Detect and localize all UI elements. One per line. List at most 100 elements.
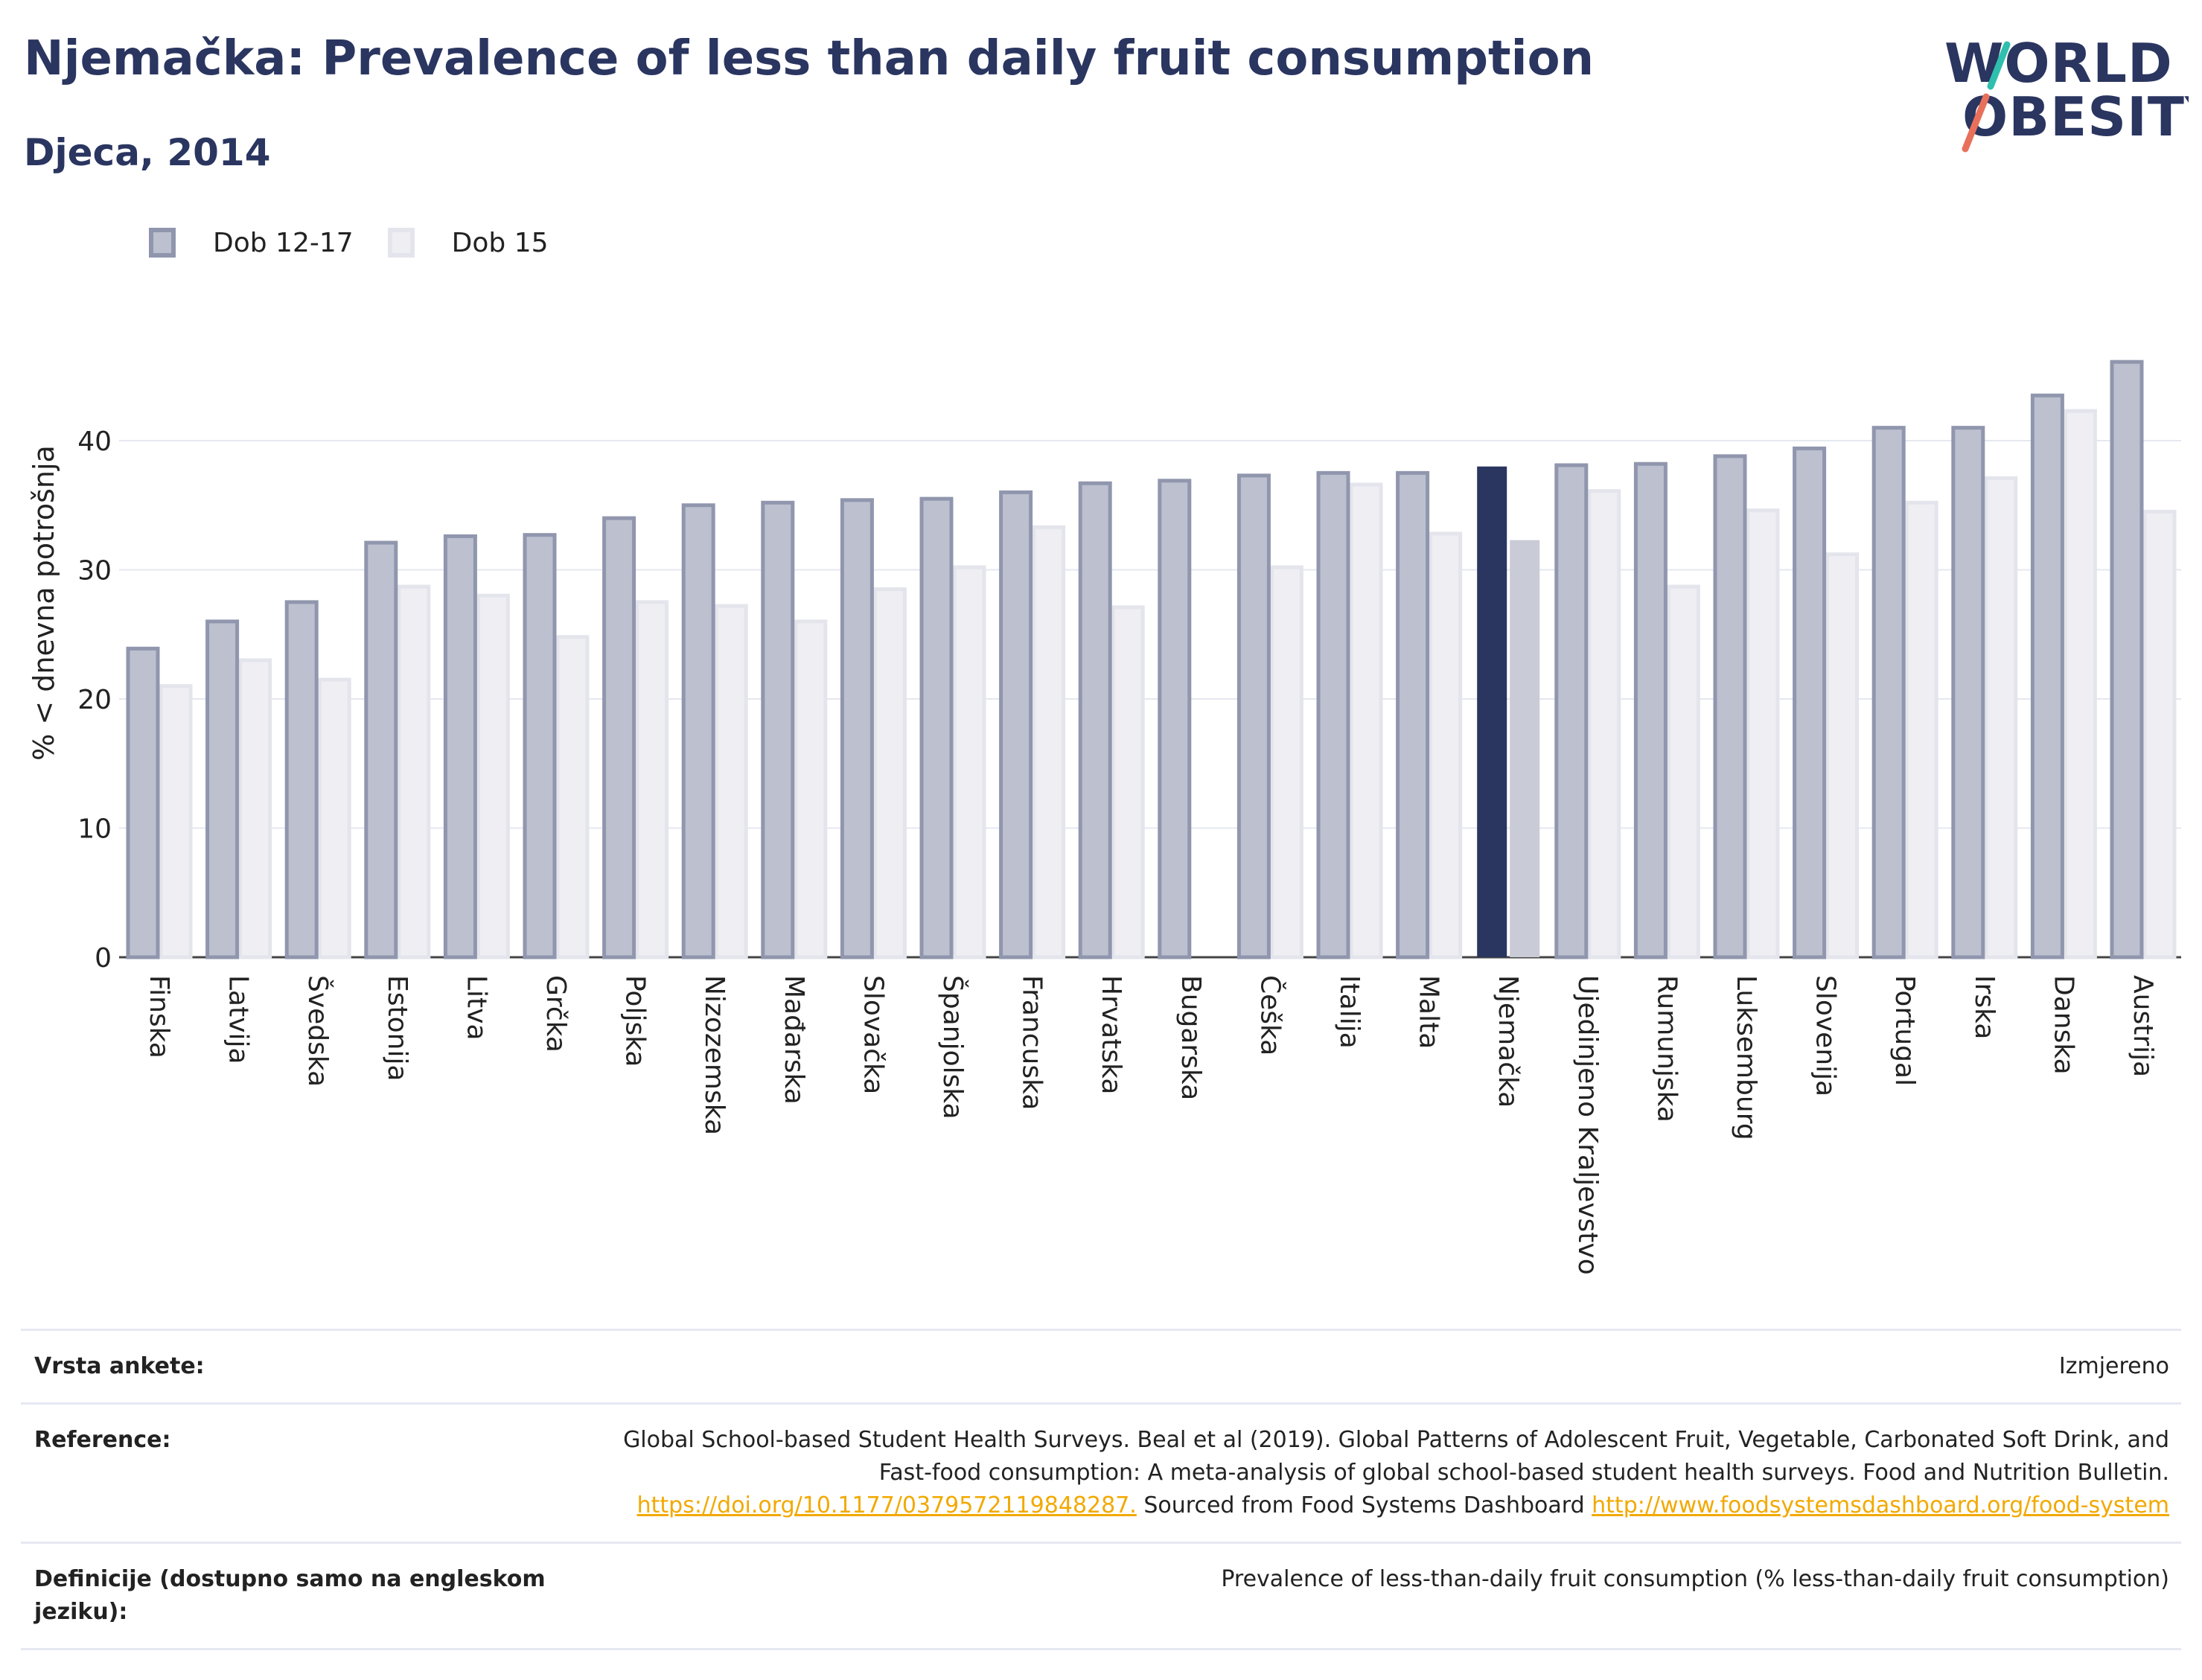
meta-value-definitions: Prevalence of less-than-daily fruit cons… xyxy=(1221,1566,2169,1592)
x-tick-label: Češka xyxy=(1254,975,1286,1055)
meta-key-definitions: Definicije (dostupno samo na engleskom j… xyxy=(34,1566,546,1625)
bar-series-b xyxy=(159,684,193,959)
x-tick-label: Slovenija xyxy=(1810,975,1841,1096)
logo-slash-teal xyxy=(1987,41,2011,90)
chart-legend: Dob 12-17 Dob 15 xyxy=(149,220,583,265)
bar-series-b xyxy=(238,658,272,959)
bar-series-a xyxy=(919,496,954,959)
bar-series-a xyxy=(126,646,160,959)
labels-layer: 0 10 20 30 40 Finska Latvija Švedska Estonija Lit… xyxy=(77,427,2158,1275)
bar-series-a xyxy=(1396,470,1430,959)
x-tick-label: Estonija xyxy=(382,975,412,1082)
bar-series-a xyxy=(1477,466,1507,957)
bar-series-b xyxy=(476,593,510,959)
x-tick-label: Grčka xyxy=(540,975,571,1053)
bar-series-b xyxy=(555,635,590,959)
bar-series-a xyxy=(1236,473,1271,959)
bar-series-a xyxy=(443,534,477,959)
legend-swatch-series-b xyxy=(387,228,415,258)
bar-series-b xyxy=(952,565,986,959)
bar-series-a xyxy=(602,516,636,959)
bar-series-b xyxy=(1111,605,1145,959)
reference-dashboard-link[interactable]: http://www.foodsystemsdashboard.org/food… xyxy=(1592,1492,2169,1518)
legend-swatch-series-a xyxy=(149,228,176,258)
x-tick-label: Finska xyxy=(144,975,174,1058)
bar-series-b xyxy=(714,604,748,959)
bar-series-a xyxy=(1713,454,1747,959)
x-tick-label: Švedska xyxy=(302,975,334,1087)
metadata-table: Vrsta ankete: Izmjereno Reference: Globa… xyxy=(21,1329,2181,1650)
page-title: Njemačka: Prevalence of less than daily … xyxy=(24,31,1595,86)
meta-key-reference: Reference: xyxy=(34,1427,171,1453)
bar-series-a xyxy=(1158,479,1192,959)
x-tick-label: Bugarska xyxy=(1175,975,1206,1100)
bar-series-b xyxy=(1666,584,1700,959)
bar-series-b xyxy=(2142,509,2177,959)
legend-label-series-a: Dob 12-17 xyxy=(213,227,354,258)
bar-series-a xyxy=(1951,426,1985,959)
bar-series-b xyxy=(1269,565,1303,959)
x-tick-label: Hrvatska xyxy=(1096,975,1126,1094)
x-tick-label: Danska xyxy=(2048,975,2078,1075)
x-tick-label: Irska xyxy=(1969,975,2000,1039)
legend-item-series-a[interactable]: Dob 12-17 xyxy=(149,228,354,258)
bar-series-a xyxy=(2110,360,2144,959)
x-tick-label: Francuska xyxy=(1017,975,1047,1110)
bar-series-a xyxy=(999,490,1033,959)
bar-series-b xyxy=(2063,409,2097,959)
bar-series-a xyxy=(1871,426,1906,959)
bar-series-b xyxy=(1510,540,1540,957)
y-tick-label: 30 xyxy=(77,556,112,587)
bar-series-a xyxy=(523,533,557,959)
bar-series-a xyxy=(2030,393,2064,959)
reference-doi-link[interactable]: https://doi.org/10.1177/0379572119848287… xyxy=(636,1492,1137,1518)
reference-source-text: Sourced from Food Systems Dashboard xyxy=(1136,1492,1592,1518)
meta-value-reference: Global School-based Student Health Surve… xyxy=(569,1404,2181,1543)
y-tick-label: 40 xyxy=(77,427,112,457)
meta-row-reference: Reference: Global School-based Student H… xyxy=(21,1403,2181,1543)
bar-series-a xyxy=(840,498,874,959)
x-tick-label: Rumunjska xyxy=(1651,975,1682,1122)
bar-series-b xyxy=(635,600,669,959)
bar-series-a xyxy=(364,540,398,959)
bar-series-b xyxy=(1825,552,1860,959)
x-tick-label: Nizozemska xyxy=(699,975,730,1135)
meta-row-definitions: Definicije (dostupno samo na engleskom j… xyxy=(21,1542,2181,1649)
meta-key-survey-type: Vrsta ankete: xyxy=(34,1353,205,1379)
legend-item-series-b[interactable]: Dob 15 xyxy=(387,227,549,258)
bar-series-a xyxy=(1633,461,1668,959)
x-tick-label: Litva xyxy=(461,975,491,1041)
bar-series-a xyxy=(1078,481,1112,959)
meta-row-survey-type: Vrsta ankete: Izmjereno xyxy=(21,1329,2181,1404)
bar-series-b xyxy=(317,677,351,959)
x-tick-label: Njemačka xyxy=(1493,975,1523,1108)
x-tick-label: Latvija xyxy=(223,975,254,1064)
bar-series-b xyxy=(1032,525,1066,959)
bar-series-b xyxy=(1429,531,1463,959)
legend-label-series-b: Dob 15 xyxy=(451,227,549,258)
x-tick-label: Malta xyxy=(1414,975,1444,1049)
bar-series-b xyxy=(1904,500,1938,959)
x-tick-label: Poljska xyxy=(620,975,651,1067)
page-subtitle: Djeca, 2014 xyxy=(24,131,271,174)
bar-series-a xyxy=(761,500,795,959)
bar-series-a xyxy=(681,503,715,959)
bar-series-a xyxy=(284,600,319,959)
bar-series-b xyxy=(1587,489,1621,959)
logo-text-bottom: OBESITY xyxy=(1962,86,2189,148)
bar-series-b xyxy=(397,584,431,959)
x-tick-label: Luksemburg xyxy=(1731,975,1761,1140)
bar-series-a xyxy=(1793,446,1827,959)
reference-text: Global School-based Student Health Surve… xyxy=(623,1427,2169,1486)
logo-slash-coral xyxy=(1962,93,1990,153)
bar-series-a xyxy=(1316,470,1350,959)
x-tick-label: Italija xyxy=(1334,975,1365,1049)
x-tick-label: Španjolska xyxy=(937,975,968,1120)
world-obesity-logo: WORLD OBESITY xyxy=(1944,32,2189,153)
bar-series-b xyxy=(1984,476,2018,959)
x-tick-label: Slovačka xyxy=(858,975,888,1094)
x-tick-label: Ujedinjeno Kraljevstvo xyxy=(1572,975,1603,1275)
x-tick-label: Mađarska xyxy=(779,975,809,1105)
bar-series-b xyxy=(872,587,907,959)
x-tick-label: Portugal xyxy=(1889,975,1920,1086)
